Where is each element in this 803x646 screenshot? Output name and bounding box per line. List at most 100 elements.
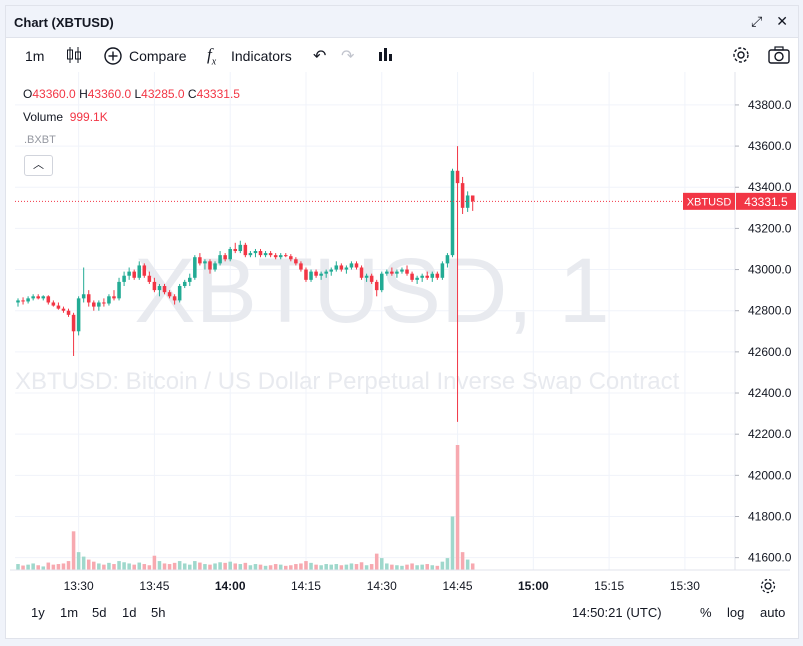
candle-body [71,314,76,332]
volume-bar [76,552,81,570]
candle-body [167,292,172,297]
volume-bar [450,516,455,570]
volume-bar [152,555,157,570]
volume-bar [198,562,202,570]
candle-body [26,298,30,302]
range-1y[interactable]: 1y [31,605,45,620]
candle-body [81,294,86,299]
candle-body [203,261,207,264]
x-tick-label: 14:30 [367,579,397,593]
undo-icon[interactable]: ↶ [313,48,327,65]
indicators-button[interactable]: Indicators [231,48,292,64]
candlestick-icon[interactable] [66,45,82,68]
candle-body [137,265,142,278]
volume-bar [379,558,384,570]
close-icon[interactable]: ✕ [776,13,788,29]
candle-body [319,273,323,276]
volume-bar [36,565,40,570]
range-1d[interactable]: 1d [122,605,137,620]
volume-bar [268,565,273,570]
candle-body [268,253,273,256]
compare-plus-icon[interactable] [103,46,123,69]
candle-body [46,296,51,303]
candle-body [450,170,455,256]
x-axis[interactable]: 13:30 13:45 14:00 14:15 14:30 14:45 15:00 15:15… [64,579,701,593]
volume-bar [61,563,66,570]
y-axis[interactable]: 41600.0 41800.0 42000.0 42200.0 42400.0 42600… [735,98,792,565]
volume-bar [430,565,435,570]
candle-body [208,261,212,270]
indicators-fx-icon[interactable]: fx [207,45,217,68]
candle-body [51,302,56,306]
log-toggle[interactable]: log [727,605,745,620]
candle-body [253,251,258,254]
candle-body [147,275,152,282]
candle-body [440,263,445,278]
volume-bar [162,563,167,570]
price-tag-value: 43331.5 [744,195,788,209]
volume-bar [309,562,313,570]
candle-body [385,271,389,274]
candle-body [21,300,25,302]
volume-bar [142,564,147,570]
candle-body [223,255,227,260]
candle-body [339,265,344,270]
volume-bar [455,445,460,570]
range-1m[interactable]: 1m [60,605,79,620]
candle-body [122,275,126,282]
interval-button[interactable]: 1m [25,48,45,64]
volume-bar [233,563,238,570]
percent-toggle[interactable]: % [700,605,712,620]
candle-body [182,281,187,287]
candle-body [127,271,131,276]
x-tick-label: 15:00 [518,579,549,593]
volume-bar [354,564,359,570]
candle-body [465,195,470,208]
candle-body [294,259,298,264]
volume-bar [445,558,450,570]
open-value: 43360.0 [32,87,76,101]
bar-chart-icon[interactable] [378,46,394,65]
gear-svg [733,47,749,63]
volume-bar [294,564,298,570]
high-label: H [79,87,88,101]
y-tick-label: 43800.0 [748,98,792,112]
range-5d[interactable]: 5d [92,605,107,620]
close-label: C [187,87,197,101]
candle-body [425,275,429,278]
expand-icon[interactable]: ⤢ [751,13,763,29]
range-5h[interactable]: 5h [151,605,166,620]
volume-bar [369,564,374,570]
candle-body [218,255,222,264]
volume-bar [26,564,30,570]
compare-button[interactable]: Compare [129,48,187,64]
camera-icon[interactable] [768,46,790,67]
volume-bar [122,562,126,570]
volume-bar [410,563,414,570]
low-value: 43285.0 [141,87,185,101]
settings-gear-icon[interactable] [731,45,751,68]
candle-body [162,286,167,293]
volume-bar [385,563,389,570]
y-tick-label: 42200.0 [748,427,792,441]
open-label: O [23,87,33,101]
x-tick-label: 14:45 [443,579,473,593]
candle-body [76,298,81,332]
collapse-legend-button[interactable]: ︿ [24,155,53,176]
axis-settings-icon[interactable] [760,578,776,594]
candle-body [228,248,232,260]
candle-body [36,296,40,299]
candle-body [334,265,339,270]
volume-bar [470,563,475,570]
candle-body [420,275,424,278]
y-tick-label: 43200.0 [748,221,792,235]
candle-body [435,273,440,278]
volume-bar [324,564,328,570]
candle-body [395,271,399,274]
volume-bar [460,552,465,570]
candle-body [390,271,394,274]
utc-clock[interactable]: 14:50:21 (UTC) [572,605,662,620]
auto-toggle[interactable]: auto [760,605,786,620]
close-value: 43331.5 [196,87,240,101]
